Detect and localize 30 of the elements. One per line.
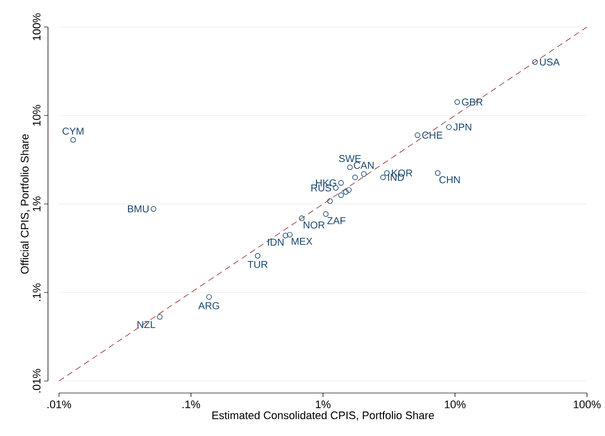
y-axis-title: Official CPIS, Portfolio Share [20, 134, 30, 274]
annotation: GBR [462, 98, 483, 106]
annotation: CYM [62, 128, 84, 135]
annotation: RUS [311, 184, 332, 192]
annotation: NOR [304, 221, 325, 229]
x-tick-label: 1% [316, 400, 331, 408]
annotation: HKG [316, 179, 336, 186]
x-tick-label: .01% [48, 400, 72, 408]
annotation: SWE [339, 155, 361, 162]
y-tick-label: 1% [32, 196, 40, 212]
annotation: BMU [128, 205, 149, 212]
y-tick-label: .1% [32, 283, 40, 301]
x-axis-title: Estimated Consolidated CPIS, Portfolio Share [212, 411, 434, 420]
y-tick-label: .01% [32, 368, 40, 392]
annotation: TUR [248, 260, 268, 268]
annotation: CAN [354, 162, 374, 169]
annotation: NZL [138, 321, 156, 328]
annotation: CHN [439, 176, 460, 184]
annotation: JPN [453, 124, 472, 131]
annotation: USA [540, 58, 560, 66]
x-tick-label: 100% [574, 400, 601, 408]
annotation: ARG [198, 302, 220, 310]
x-tick-label: 10% [444, 400, 466, 408]
annotation: CHE [422, 132, 442, 139]
annotation: IDN [268, 238, 284, 246]
annotation: MEX [292, 238, 312, 245]
y-tick-label: 100% [32, 13, 40, 40]
y-tick-label: 10% [32, 104, 40, 126]
x-tick-label: .1% [182, 400, 200, 408]
annotation: ZAF [327, 217, 346, 224]
